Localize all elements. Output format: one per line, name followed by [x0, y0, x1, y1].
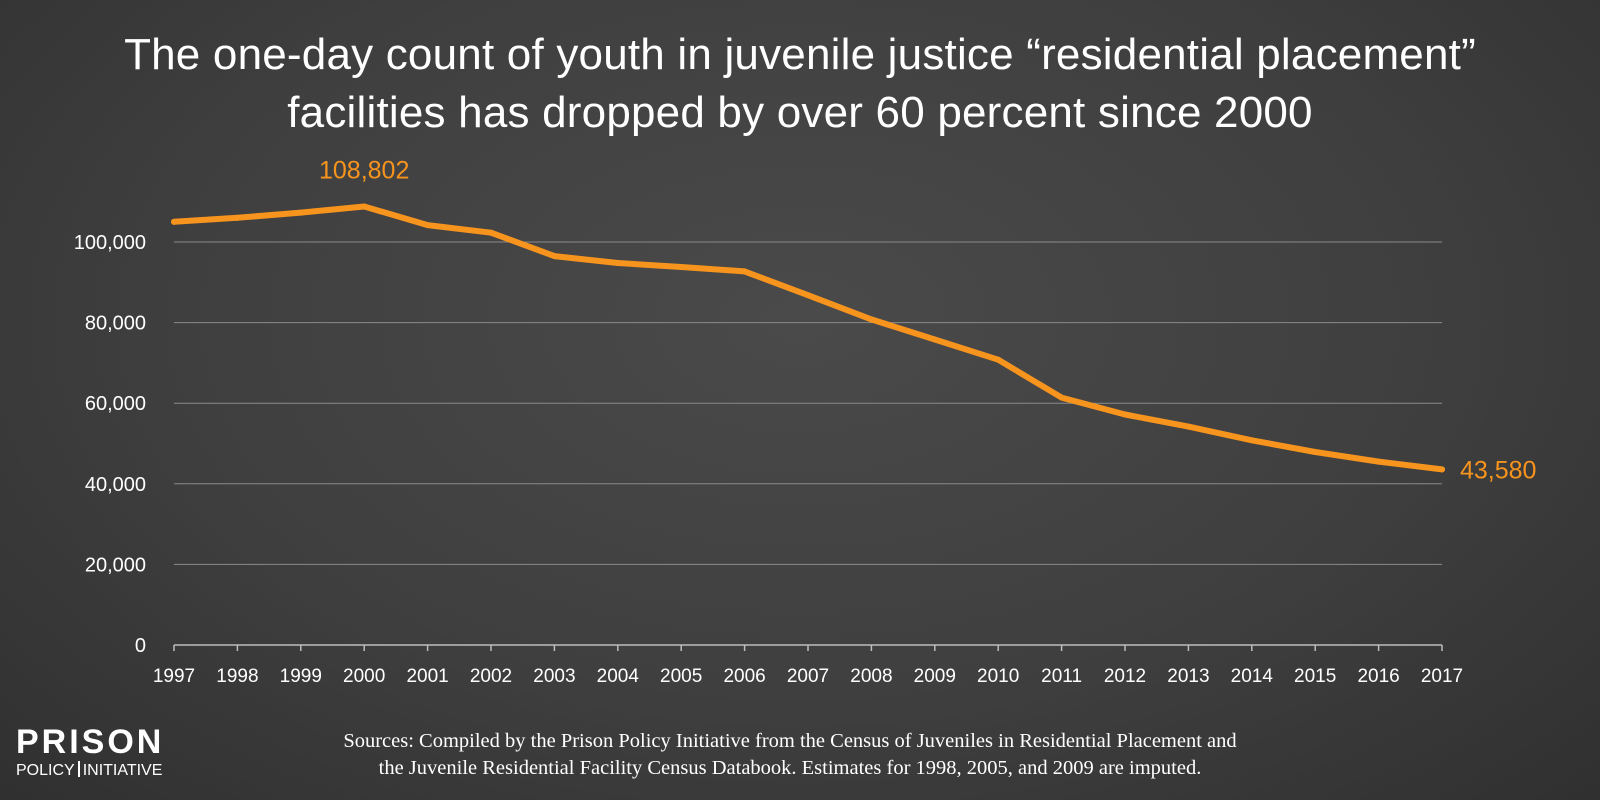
logo-word-policy: POLICY: [16, 762, 75, 779]
x-tick-label: 2010: [977, 666, 1019, 687]
logo-divider: [77, 761, 80, 777]
data-point: [1248, 437, 1255, 444]
x-axis-tick-labels: 1997 1998 1999 2000 2001 2002 2003 2004 2005 2006…: [153, 666, 1463, 687]
gridlines: [174, 241, 1442, 565]
sources-line-1: Sources: Compiled by the Prison Policy I…: [343, 730, 1237, 752]
data-point: [361, 203, 368, 210]
logo-word-initiative: INITIATIVE: [82, 762, 163, 779]
x-tick-label: 2004: [597, 666, 640, 687]
x-tick-label: 2007: [787, 666, 829, 687]
series-line: [171, 203, 1445, 473]
y-tick-label: 20,000: [85, 554, 146, 576]
data-point: [1122, 411, 1128, 418]
x-tick-label: 2003: [533, 666, 575, 687]
data-label: 108,802: [319, 157, 409, 185]
data-point: [995, 356, 1002, 363]
series-layer: [171, 203, 1445, 473]
y-tick-label: 0: [135, 635, 146, 657]
data-point: [488, 229, 494, 236]
x-tick-label: 1997: [153, 666, 195, 687]
data-point: [234, 214, 241, 221]
x-tick-label: 2015: [1294, 666, 1336, 687]
data-point: [1058, 394, 1065, 401]
logo-wordmark-top: PRISON: [16, 723, 165, 761]
data-point: [931, 336, 938, 343]
x-tick-label: 2008: [850, 666, 892, 687]
data-point: [614, 259, 621, 266]
data-point: [297, 209, 304, 216]
chart-title: The one-day count of youth in juvenile j…: [60, 26, 1540, 142]
data-labels: 108,802 43,580: [319, 157, 1536, 485]
data-label: 43,580: [1460, 456, 1536, 484]
x-axis: [173, 644, 1443, 651]
x-tick-label: 2012: [1104, 666, 1146, 687]
data-point: [424, 222, 431, 229]
x-tick-label: 2000: [343, 666, 385, 687]
data-point: [1312, 448, 1319, 455]
x-tick-label: 1998: [216, 666, 258, 687]
y-tick-label: 40,000: [85, 474, 146, 496]
y-tick-label: 80,000: [85, 313, 146, 335]
data-point: [551, 253, 558, 260]
x-tick-label: 2014: [1231, 666, 1274, 687]
sources-line-2: the Juvenile Residential Facility Census…: [378, 757, 1202, 779]
x-tick-label: 2005: [660, 666, 702, 687]
data-point: [805, 292, 811, 299]
data-point: [1185, 423, 1192, 430]
data-point: [741, 268, 748, 275]
x-tick-label: 2011: [1041, 666, 1082, 687]
prison-policy-initiative-logo: PRISON POLICY INITIATIVE: [16, 724, 196, 788]
sources-note: Sources: Compiled by the Prison Policy I…: [220, 728, 1360, 782]
logo-wordmark-bottom: POLICY INITIATIVE: [16, 760, 196, 782]
data-point: [171, 218, 177, 225]
x-tick-label: 2013: [1167, 666, 1209, 687]
data-point: [678, 263, 685, 270]
data-point: [1439, 466, 1445, 473]
x-tick-label: 2006: [723, 666, 765, 687]
y-axis-tick-labels: 0 20,000 40,000 60,000 80,000 100,000: [74, 232, 146, 657]
chart-title-line-1: The one-day count of youth in juvenile j…: [124, 30, 1476, 79]
y-tick-label: 60,000: [85, 393, 146, 415]
x-tick-label: 2017: [1421, 666, 1463, 687]
x-tick-label: 2002: [470, 666, 512, 687]
chart-title-line-2: facilities has dropped by over 60 percen…: [287, 88, 1313, 137]
x-tick-label: 1999: [280, 666, 322, 687]
x-tick-label: 2016: [1357, 666, 1399, 687]
x-tick-label: 2009: [914, 666, 956, 687]
y-tick-label: 100,000: [74, 232, 146, 254]
data-point: [868, 316, 875, 323]
data-point: [1375, 458, 1382, 465]
x-tick-label: 2001: [406, 666, 448, 687]
